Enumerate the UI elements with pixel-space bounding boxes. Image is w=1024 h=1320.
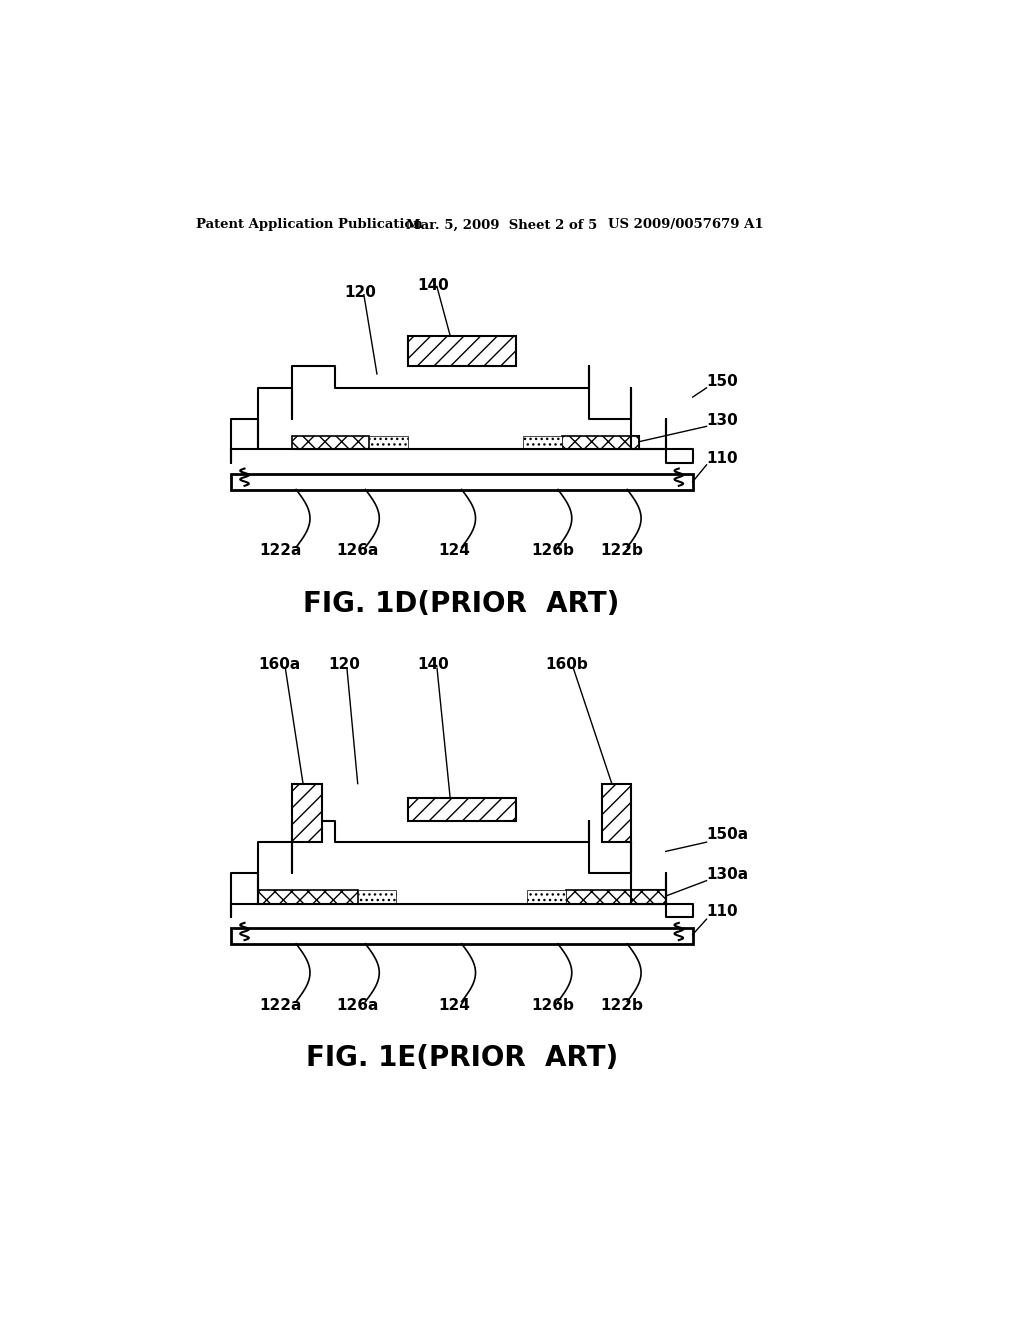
Bar bbox=[562, 436, 639, 449]
Text: 122b: 122b bbox=[600, 998, 643, 1012]
Bar bbox=[370, 436, 408, 449]
Text: 122b: 122b bbox=[600, 544, 643, 558]
Text: 150a: 150a bbox=[707, 826, 749, 842]
Text: 110: 110 bbox=[707, 451, 738, 466]
Text: 130a: 130a bbox=[707, 867, 749, 882]
Bar bbox=[292, 436, 639, 449]
Text: 110: 110 bbox=[707, 904, 738, 919]
Bar bbox=[258, 890, 357, 904]
Polygon shape bbox=[230, 821, 692, 917]
Polygon shape bbox=[230, 367, 692, 462]
Text: FIG. 1E(PRIOR  ART): FIG. 1E(PRIOR ART) bbox=[305, 1044, 617, 1072]
Text: 130: 130 bbox=[707, 413, 738, 428]
Text: 122a: 122a bbox=[259, 544, 302, 558]
Text: FIG. 1D(PRIOR  ART): FIG. 1D(PRIOR ART) bbox=[303, 590, 620, 618]
Text: US 2009/0057679 A1: US 2009/0057679 A1 bbox=[608, 218, 764, 231]
Bar bbox=[292, 436, 370, 449]
Text: 140: 140 bbox=[418, 277, 450, 293]
Bar bbox=[408, 797, 515, 821]
Bar bbox=[357, 890, 396, 904]
Bar bbox=[527, 890, 565, 904]
Text: 126b: 126b bbox=[531, 998, 574, 1012]
Text: 120: 120 bbox=[329, 657, 360, 672]
Bar bbox=[602, 784, 631, 842]
Bar bbox=[230, 928, 692, 944]
Text: 150: 150 bbox=[707, 374, 738, 389]
Bar bbox=[258, 890, 666, 904]
Text: 126b: 126b bbox=[531, 544, 574, 558]
Bar bbox=[408, 335, 515, 367]
Text: 160b: 160b bbox=[546, 657, 589, 672]
Text: 124: 124 bbox=[438, 544, 470, 558]
Text: 120: 120 bbox=[344, 285, 376, 301]
Text: 126a: 126a bbox=[337, 544, 379, 558]
Bar bbox=[565, 890, 666, 904]
Text: Patent Application Publication: Patent Application Publication bbox=[196, 218, 423, 231]
Text: 126a: 126a bbox=[337, 998, 379, 1012]
Text: 160a: 160a bbox=[258, 657, 300, 672]
Text: 122a: 122a bbox=[259, 998, 302, 1012]
Text: Mar. 5, 2009  Sheet 2 of 5: Mar. 5, 2009 Sheet 2 of 5 bbox=[407, 218, 597, 231]
Text: 124: 124 bbox=[438, 998, 470, 1012]
Bar bbox=[230, 474, 692, 490]
Text: 140: 140 bbox=[418, 657, 450, 672]
Bar bbox=[523, 436, 562, 449]
Bar bbox=[292, 784, 322, 842]
